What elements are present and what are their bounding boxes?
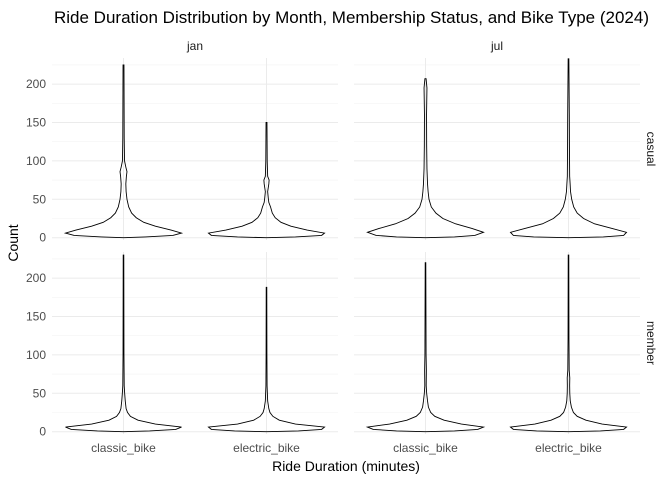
violin-electric_bike <box>207 286 326 433</box>
y-tick-label: 200 <box>26 271 46 285</box>
row-strip-member: member <box>644 321 658 365</box>
chart-title: Ride Duration Distribution by Month, Mem… <box>54 8 649 27</box>
y-tick-label: 50 <box>33 192 47 206</box>
violin-electric_bike <box>509 254 628 433</box>
column-strip-jul: jul <box>490 39 503 53</box>
y-tick-label: 50 <box>33 386 47 400</box>
y-tick-label: 100 <box>26 348 46 362</box>
violin-classic_bike <box>65 254 182 433</box>
violin-classic_bike <box>366 78 485 239</box>
y-tick-label: 100 <box>26 154 46 168</box>
violin-electric_bike <box>509 58 628 239</box>
violin-classic_bike <box>365 262 486 433</box>
x-tick-label: electric_bike <box>535 441 602 455</box>
violin-classic_bike <box>63 64 184 239</box>
violin-electric_bike <box>207 122 326 239</box>
x-tick-label: classic_bike <box>393 441 458 455</box>
column-strip-jan: jan <box>186 39 203 53</box>
x-tick-label: electric_bike <box>233 441 300 455</box>
y-tick-label: 200 <box>26 77 46 91</box>
x-axis-title: Ride Duration (minutes) <box>272 458 420 474</box>
y-tick-label: 0 <box>39 425 46 439</box>
y-tick-label: 150 <box>26 116 46 130</box>
x-tick-label: classic_bike <box>91 441 156 455</box>
y-tick-label: 0 <box>39 231 46 245</box>
panel-jul-member: classic_bike electric_bike <box>354 252 640 455</box>
row-strip-casual: casual <box>644 132 658 167</box>
panel-jan-casual: 0 50 100 150 200 <box>26 58 338 245</box>
y-axis-title: Count <box>5 224 21 261</box>
panel-jan-member: 0 50 100 150 200 classic_bike electric_bike <box>26 252 338 455</box>
panel-jul-casual <box>354 58 640 240</box>
facet-panels: jan jul casual member 0 50 100 150 200 0 50 100 150 2… <box>26 39 658 455</box>
y-tick-label: 150 <box>26 310 46 324</box>
